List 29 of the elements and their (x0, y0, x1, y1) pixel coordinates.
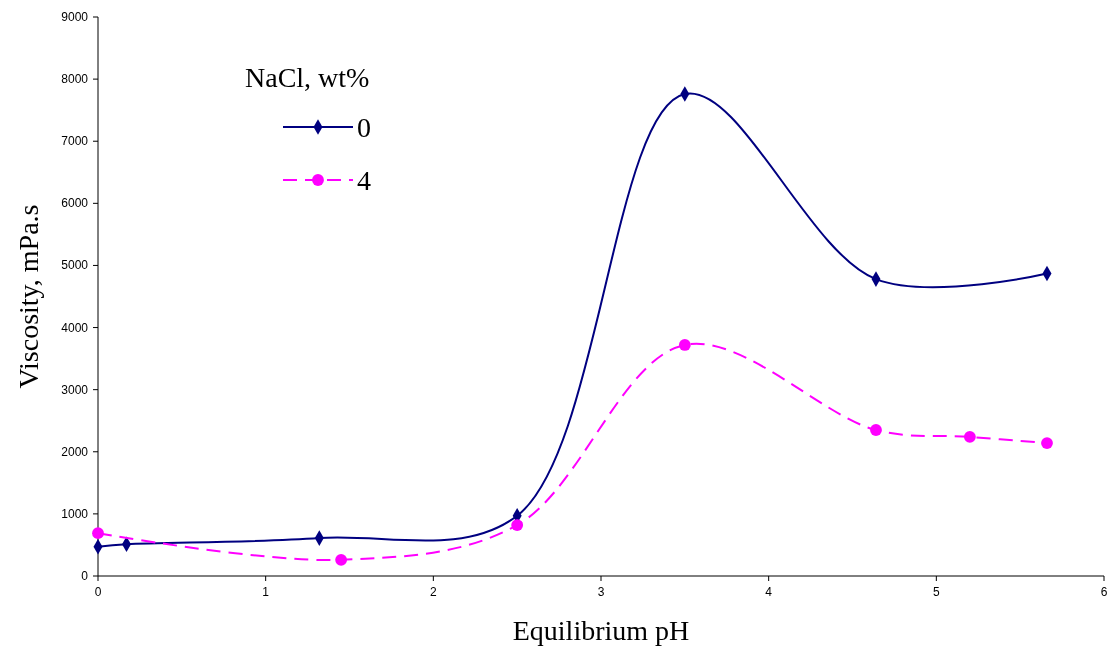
y-tick-label: 5000 (61, 258, 89, 273)
y-tick-label: 6000 (61, 196, 89, 211)
y-tick-label: 0 (81, 569, 89, 583)
point (870, 424, 882, 436)
x-tick-label: 3 (597, 585, 605, 599)
y-tick-label: 3000 (61, 382, 89, 397)
y-tick-label: 9000 (61, 10, 89, 24)
point (963, 430, 976, 443)
point (335, 553, 348, 566)
x-axis-title: Equilibrium pH (512, 615, 690, 646)
x-tick-label: 0 (94, 585, 102, 599)
y-axis-title: Viscosity, mPa.s (13, 204, 44, 389)
legend-label: 0 (357, 112, 371, 143)
x-tick-label: 1 (262, 585, 270, 599)
y-tick-label: 2000 (61, 444, 89, 459)
point (92, 527, 104, 540)
x-tick-label: 6 (1100, 585, 1108, 599)
legend-title: NaCl, wt% (245, 62, 370, 93)
x-tick-label: 4 (765, 585, 773, 599)
point (678, 339, 691, 351)
y-tick-label: 4000 (61, 320, 89, 335)
y-tick-label: 8000 (61, 72, 89, 87)
x-tick-label: 5 (932, 585, 940, 599)
point (511, 519, 524, 531)
x-tick-label: 2 (429, 585, 437, 599)
legend-label: 4 (357, 165, 371, 196)
point (1041, 437, 1053, 449)
y-tick-label: 1000 (61, 506, 89, 521)
y-tick-label: 7000 (61, 134, 89, 149)
